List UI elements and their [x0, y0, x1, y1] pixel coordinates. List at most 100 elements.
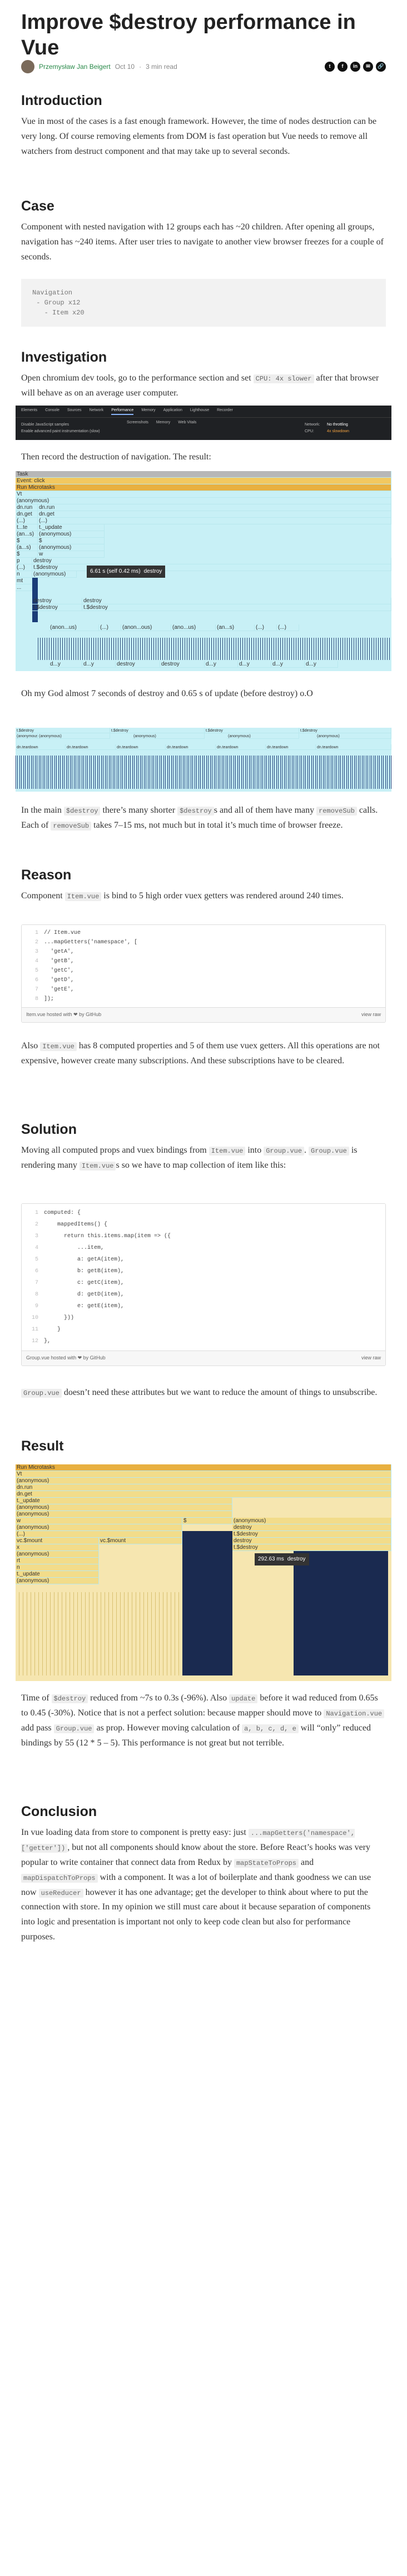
- flame-frame[interactable]: destroy: [232, 1538, 391, 1544]
- flame-frame[interactable]: (an...s): [16, 531, 38, 538]
- flame-frame[interactable]: t.$destroy: [16, 728, 110, 733]
- flame-frame[interactable]: (anonymous): [16, 1551, 99, 1558]
- flame-frame[interactable]: dn.get: [16, 1491, 391, 1498]
- flame-frame[interactable]: dn.get: [16, 511, 38, 518]
- flame-frame[interactable]: (...): [38, 518, 391, 524]
- flame-frame[interactable]: (anonymous): [132, 733, 205, 739]
- flame-frame[interactable]: (an...s): [216, 624, 255, 631]
- flame-frame[interactable]: (anonymous): [16, 733, 38, 739]
- flame-frame[interactable]: t._update: [16, 1498, 232, 1504]
- flame-frame[interactable]: dn.teardown: [166, 744, 216, 750]
- flame-frame[interactable]: (anonymous): [16, 1578, 99, 1584]
- flame-frame[interactable]: (...): [99, 624, 121, 631]
- flame-frame[interactable]: t._update: [16, 1571, 99, 1578]
- flame-frame[interactable]: t.$destroy: [232, 1544, 391, 1551]
- flame-frame[interactable]: t.$destroy: [205, 728, 299, 733]
- author-avatar[interactable]: [21, 60, 34, 73]
- flame-frame[interactable]: dn.teardown: [216, 744, 266, 750]
- flame-frame[interactable]: x: [16, 1544, 99, 1551]
- flame-frame[interactable]: (anonymous): [38, 733, 110, 739]
- devtools-tab[interactable]: Recorder: [217, 408, 233, 412]
- flame-frame[interactable]: destroy: [232, 1524, 391, 1531]
- view-raw-link[interactable]: view raw: [361, 1355, 381, 1360]
- flame-frame[interactable]: d...y: [305, 661, 338, 668]
- flame-frame[interactable]: d...y: [271, 661, 305, 668]
- flame-frame[interactable]: t.$destroy: [82, 604, 391, 611]
- flame-frame[interactable]: destroy: [160, 661, 205, 668]
- network-throttle-select[interactable]: No throttling: [327, 423, 348, 427]
- devtools-tab[interactable]: Network: [89, 408, 104, 412]
- link-icon[interactable]: 🔗: [376, 62, 386, 72]
- flame-frame[interactable]: (anon...us): [49, 624, 99, 631]
- flame-frame[interactable]: n: [16, 571, 32, 578]
- flame-frame[interactable]: mt: [16, 578, 32, 584]
- flame-frame[interactable]: destroy: [116, 661, 160, 668]
- flame-event-click[interactable]: Event: click: [16, 478, 391, 484]
- devtools-tab[interactable]: Memory: [141, 408, 156, 412]
- flame-frame[interactable]: $: [182, 1518, 232, 1524]
- webvitals-checkbox[interactable]: Web Vitals: [178, 420, 197, 424]
- devtools-tab[interactable]: Elements: [21, 408, 38, 412]
- flame-frame[interactable]: n: [16, 1564, 99, 1571]
- memory-checkbox[interactable]: Memory: [156, 420, 171, 424]
- flame-frame[interactable]: destroy: [32, 558, 391, 564]
- flame-frame[interactable]: (a...s): [16, 544, 38, 551]
- flame-frame[interactable]: dn.run: [16, 504, 38, 511]
- flame-frame[interactable]: d...y: [238, 661, 271, 668]
- flame-frame[interactable]: (anonymous): [16, 1524, 182, 1531]
- cpu-throttle-select[interactable]: 4x slowdown: [327, 429, 350, 433]
- flame-frame[interactable]: Run Microtasks: [16, 1464, 391, 1471]
- devtools-tab[interactable]: Lighthouse: [190, 408, 210, 412]
- flame-frame[interactable]: Vt: [16, 491, 391, 498]
- flame-frame[interactable]: w: [16, 1518, 182, 1524]
- flame-frame[interactable]: dn.teardown: [16, 744, 66, 750]
- linkedin-icon[interactable]: in: [350, 62, 360, 72]
- facebook-icon[interactable]: f: [337, 62, 348, 72]
- view-raw-link[interactable]: view raw: [361, 1012, 381, 1017]
- flame-frame[interactable]: (anonymous): [16, 1504, 232, 1511]
- flame-frame[interactable]: (anonymous): [316, 733, 391, 739]
- flame-frame[interactable]: (anonymous): [32, 571, 77, 578]
- flame-frame[interactable]: $: [38, 538, 105, 544]
- flame-frame[interactable]: dn.teardown: [316, 744, 391, 750]
- flame-frame[interactable]: dn.teardown: [66, 744, 116, 750]
- flame-frame[interactable]: t._update: [38, 524, 105, 531]
- flame-frame[interactable]: dn.teardown: [266, 744, 316, 750]
- flame-selected-frame[interactable]: [32, 578, 38, 622]
- flame-frame[interactable]: dn.get: [38, 511, 391, 518]
- flame-selected-destroy[interactable]: [294, 1551, 388, 1675]
- flame-frame[interactable]: vc.$mount: [99, 1538, 182, 1544]
- flame-frame[interactable]: $: [16, 538, 38, 544]
- flame-frame[interactable]: t.$destroy: [232, 1531, 391, 1538]
- author-name[interactable]: Przemysław Jan Beigert: [39, 62, 111, 71]
- flame-frame[interactable]: Vt: [16, 1471, 391, 1478]
- gist-file-link[interactable]: Item.vue: [26, 1012, 46, 1017]
- flame-frame[interactable]: (ano...us): [171, 624, 216, 631]
- flame-frame[interactable]: dn.run: [16, 1484, 391, 1491]
- flame-frame[interactable]: p: [16, 558, 32, 564]
- gist-file-link[interactable]: Group.vue: [26, 1355, 50, 1360]
- flame-frame[interactable]: t.$destroy: [110, 728, 205, 733]
- github-link[interactable]: GitHub: [90, 1355, 106, 1360]
- devtools-tab[interactable]: Application: [163, 408, 182, 412]
- flame-frame[interactable]: rt: [16, 1558, 99, 1564]
- flame-frame[interactable]: t.$destroy: [299, 728, 391, 733]
- flame-frame[interactable]: $: [16, 551, 38, 558]
- flame-frame[interactable]: t.$destroy: [32, 604, 82, 611]
- flame-frame[interactable]: (...): [277, 624, 299, 631]
- flame-frame[interactable]: d...y: [82, 661, 116, 668]
- flame-frame[interactable]: (anonymous): [16, 1478, 391, 1484]
- mail-icon[interactable]: ✉: [363, 62, 373, 72]
- flame-frame[interactable]: vc.$mount: [16, 1538, 99, 1544]
- flame-frame[interactable]: (...): [16, 1531, 182, 1538]
- flame-frame[interactable]: dn.teardown: [116, 744, 166, 750]
- flame-frame[interactable]: (anonymous): [227, 733, 299, 739]
- flame-task[interactable]: Task: [16, 471, 391, 478]
- devtools-tab[interactable]: Console: [45, 408, 59, 412]
- flame-frame[interactable]: (anonymous): [16, 498, 391, 504]
- flame-frame[interactable]: t.$destroy: [32, 564, 391, 571]
- twitter-icon[interactable]: t: [325, 62, 335, 72]
- flame-run-microtasks[interactable]: Run Microtasks: [16, 484, 391, 491]
- flame-frame[interactable]: (...): [16, 518, 38, 524]
- flame-frame[interactable]: dn.run: [38, 504, 391, 511]
